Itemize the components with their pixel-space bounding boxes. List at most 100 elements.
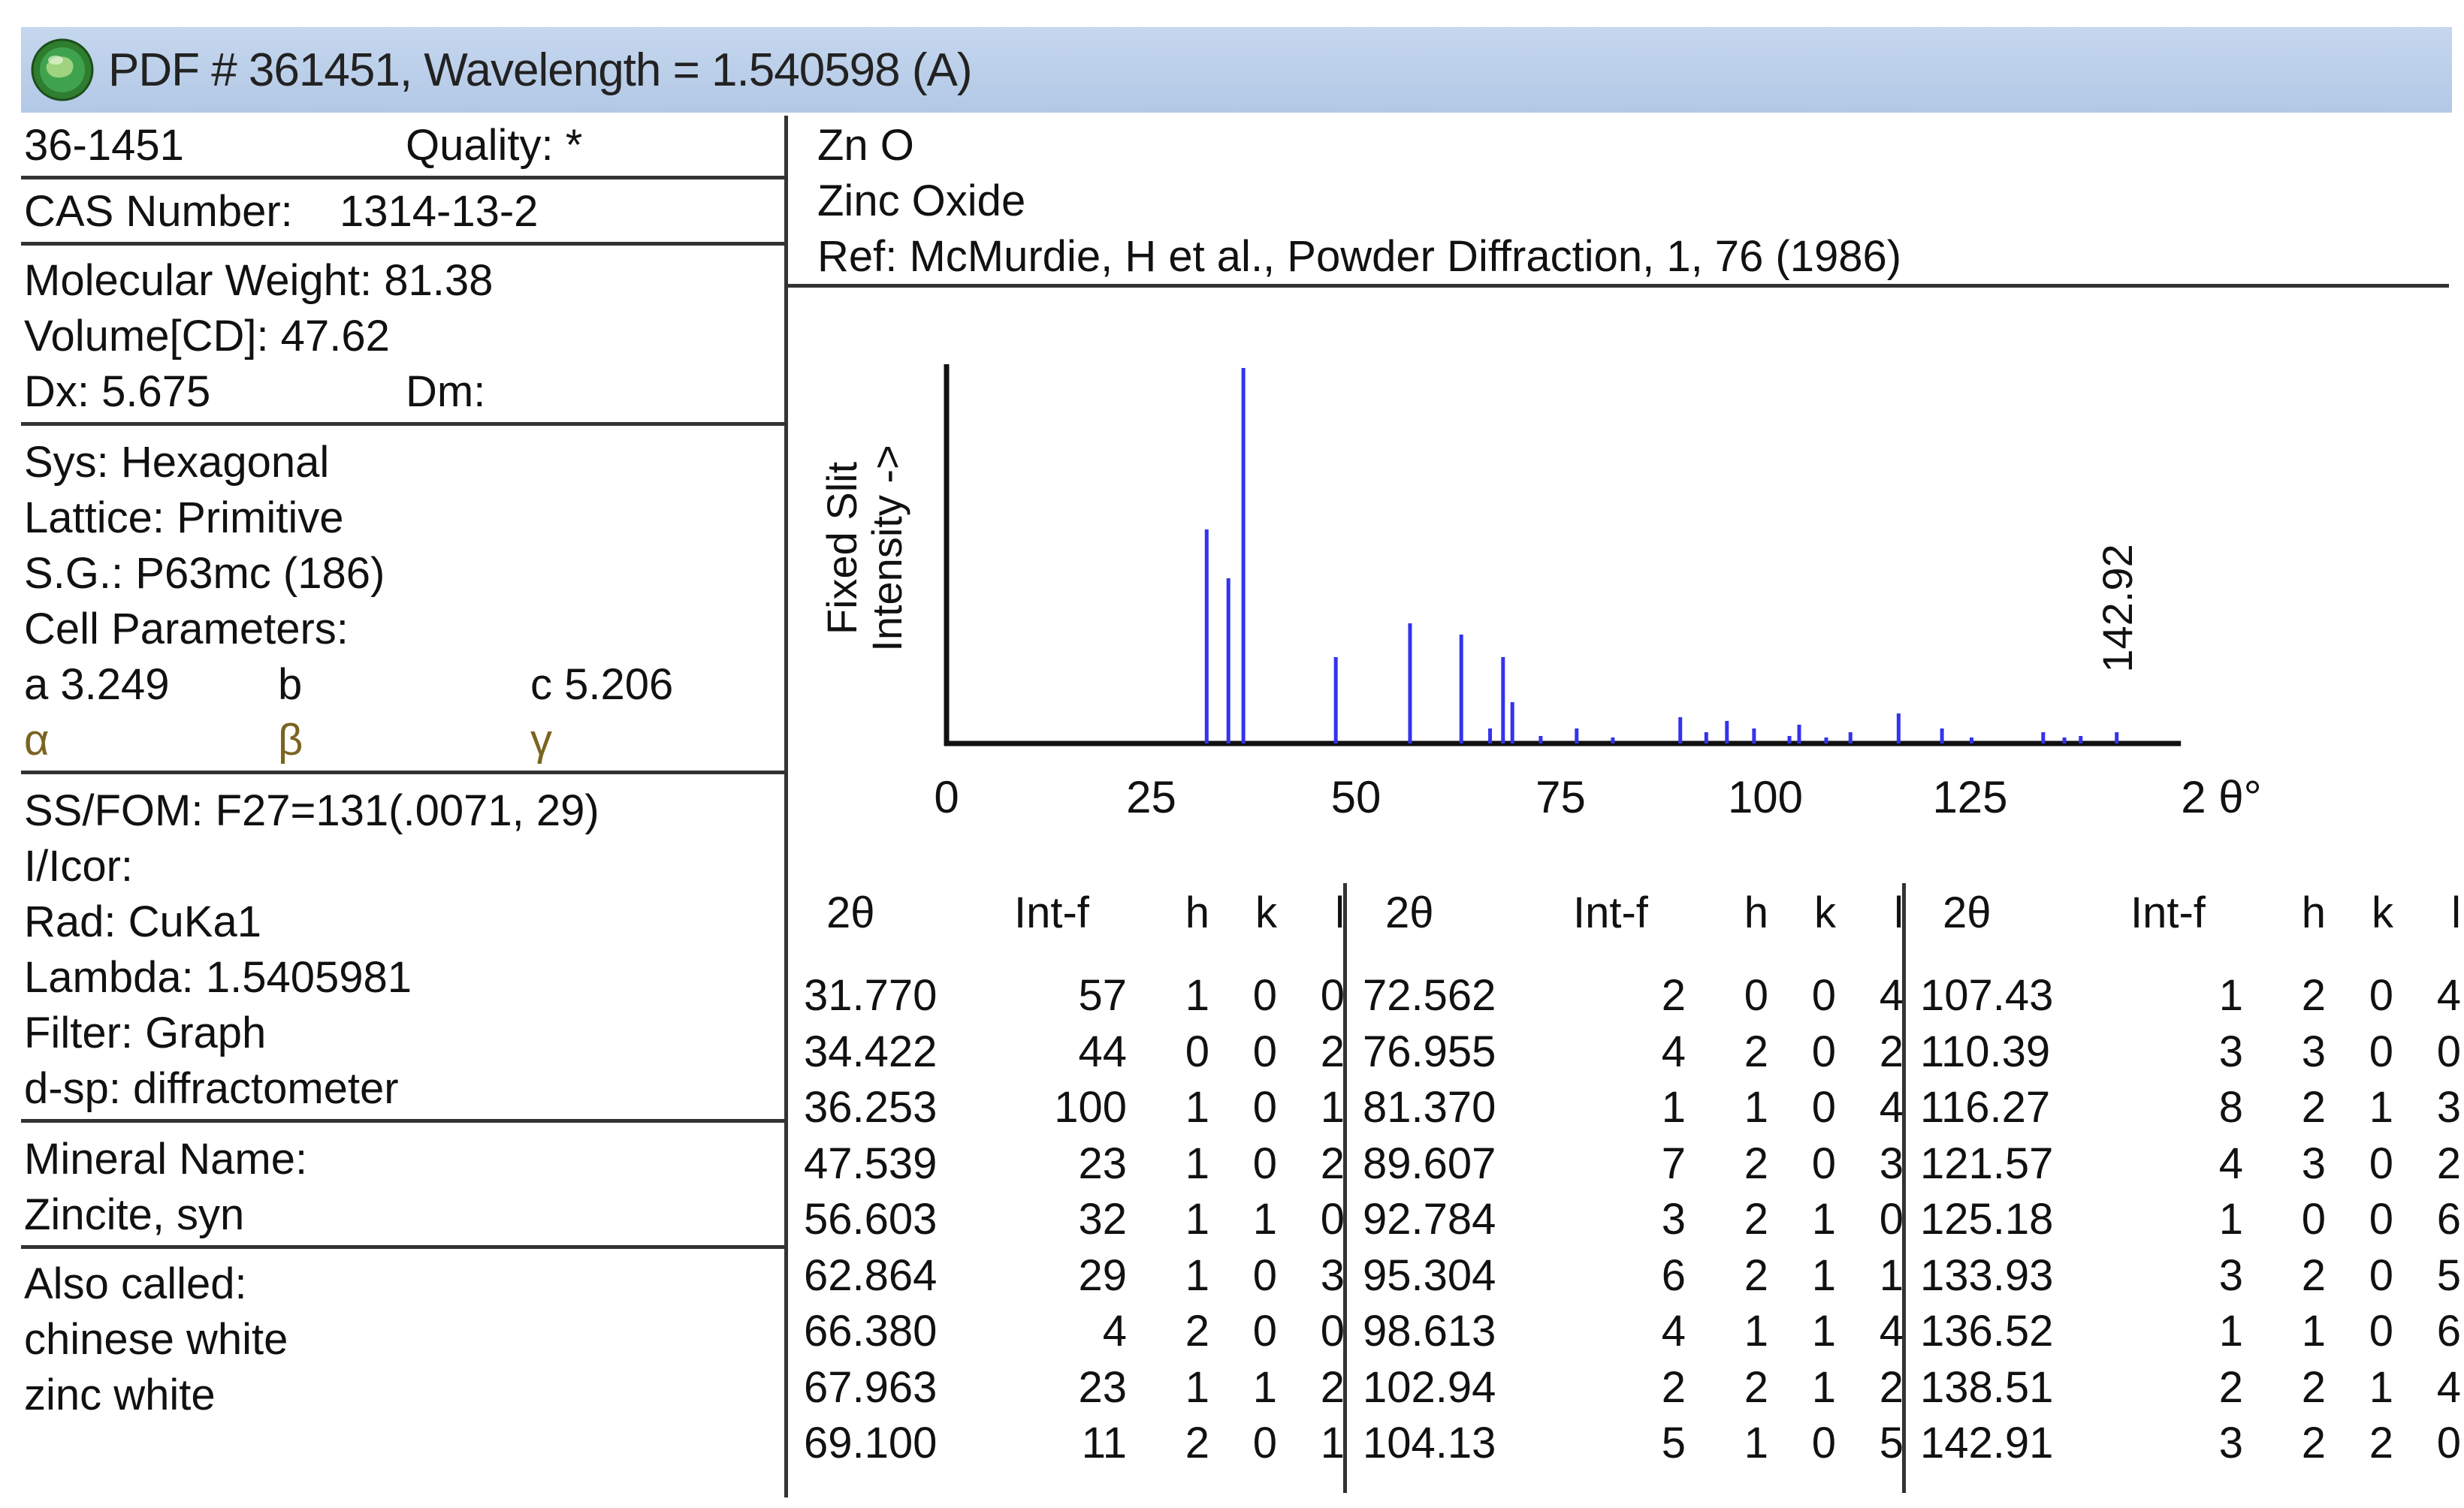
- table-cell: 2: [1879, 1362, 1904, 1412]
- table-cell: 1: [1879, 1250, 1904, 1300]
- table-cell: 1: [1252, 1362, 1277, 1412]
- table-header: k: [1814, 888, 1836, 937]
- table-column-divider: [1343, 883, 1347, 1493]
- table-cell: 1: [1811, 1195, 1836, 1244]
- table-column-divider: [1902, 883, 1906, 1493]
- table-cell: 4: [2436, 971, 2461, 1020]
- table-cell: 1: [2301, 1307, 2326, 1356]
- table-cell: 1: [1320, 1083, 1345, 1132]
- table-cell: 31.770: [804, 971, 938, 1020]
- table-cell: 4: [2436, 1362, 2461, 1412]
- table-cell: 2: [2301, 971, 2326, 1020]
- table-cell: 66.380: [804, 1307, 938, 1356]
- table-cell: 3: [2301, 1027, 2326, 1076]
- table-header: Int-f: [1573, 888, 1648, 937]
- panel-divider: [784, 116, 788, 1497]
- table-cell: 0: [1252, 971, 1277, 1020]
- table-cell: 2: [2436, 1139, 2461, 1188]
- table-header: l: [1335, 888, 1345, 937]
- cas-label: CAS Number:: [24, 187, 293, 236]
- cell-a: a 3.249: [24, 660, 170, 709]
- table-cell: 1: [1185, 1139, 1209, 1188]
- table-cell: 1: [2218, 1195, 2243, 1244]
- table-cell: 3: [1879, 1139, 1904, 1188]
- table-header: Int-f: [1014, 888, 1089, 937]
- table-cell: 47.539: [804, 1139, 938, 1188]
- molecular-weight: Molecular Weight: 81.38: [24, 256, 494, 305]
- table-cell: 3: [2301, 1139, 2326, 1188]
- table-cell: 1: [1661, 1083, 1686, 1132]
- table-cell: 2: [1320, 1139, 1345, 1188]
- table-header: k: [2372, 888, 2393, 937]
- dx: Dx: 5.675: [24, 367, 211, 416]
- table-cell: 0: [1879, 1195, 1904, 1244]
- crystal-system: Sys: Hexagonal: [24, 438, 330, 487]
- table-cell: 0: [2436, 1027, 2461, 1076]
- table-cell: 3: [2218, 1027, 2243, 1076]
- table-cell: 0: [1252, 1307, 1277, 1356]
- table-cell: 4: [2218, 1139, 2243, 1188]
- also-called-label: Also called:: [24, 1259, 247, 1308]
- table-cell: 0: [1811, 1419, 1836, 1467]
- table-cell: 69.100: [804, 1419, 938, 1467]
- table-cell: 6: [2436, 1195, 2461, 1244]
- mineral-name-label: Mineral Name:: [24, 1135, 308, 1184]
- table-cell: 67.963: [804, 1362, 938, 1412]
- table-cell: 0: [2436, 1419, 2461, 1467]
- table-cell: 2: [1320, 1362, 1345, 1412]
- table-cell: 0: [1811, 1027, 1836, 1076]
- table-cell: 72.562: [1363, 971, 1496, 1020]
- table-cell: 2: [1744, 1139, 1768, 1188]
- table-cell: 0: [1320, 1307, 1345, 1356]
- cell-alpha: α: [24, 716, 50, 765]
- table-cell: 3: [1661, 1195, 1686, 1244]
- table-cell: 2: [1744, 1027, 1768, 1076]
- table-cell: 0: [1252, 1139, 1277, 1188]
- table-cell: 0: [1320, 1195, 1345, 1244]
- table-cell: 1: [1811, 1362, 1836, 1412]
- table-cell: 11: [1081, 1419, 1127, 1467]
- table-cell: 4: [1879, 1083, 1904, 1132]
- cell-gamma: γ: [530, 716, 552, 765]
- table-cell: 6: [2436, 1307, 2461, 1356]
- table-cell: 8: [2218, 1083, 2243, 1132]
- table-cell: 1: [1185, 971, 1209, 1020]
- table-header: 2θ: [1943, 888, 1991, 937]
- table-cell: 1: [2369, 1083, 2393, 1132]
- window-titlebar[interactable]: PDF # 361451, Wavelength = 1.540598 (A): [21, 27, 2452, 113]
- table-cell: 0: [1811, 1083, 1836, 1132]
- table-cell: 92.784: [1363, 1195, 1496, 1244]
- table-cell: 29: [1078, 1250, 1127, 1300]
- table-cell: 1: [2218, 971, 2243, 1020]
- i-icor: I/Icor:: [24, 842, 134, 891]
- x-tick-label: 100: [1728, 772, 1803, 822]
- table-cell: 56.603: [804, 1195, 938, 1244]
- also-called-item: chinese white: [24, 1315, 288, 1364]
- table-cell: 23: [1078, 1362, 1127, 1412]
- table-header: l: [1894, 888, 1904, 937]
- table-cell: 4: [1102, 1307, 1127, 1356]
- table-cell: 2: [2301, 1362, 2326, 1412]
- table-cell: 1: [2369, 1362, 2393, 1412]
- mineral-name-value: Zincite, syn: [24, 1190, 245, 1239]
- table-cell: 4: [1661, 1307, 1686, 1356]
- table-cell: 4: [1661, 1027, 1686, 1076]
- table-cell: 1: [1811, 1250, 1836, 1300]
- x-axis-label: 2 θ°: [2181, 772, 2261, 822]
- table-cell: 3: [1320, 1250, 1345, 1300]
- divider: [21, 771, 786, 774]
- table-cell: 0: [1252, 1419, 1277, 1467]
- table-cell: 5: [1879, 1419, 1904, 1467]
- table-cell: 76.955: [1363, 1027, 1496, 1076]
- table-cell: 142.91: [1920, 1419, 2054, 1467]
- pdf-number: 36-1451: [24, 121, 184, 170]
- window-title: PDF # 361451, Wavelength = 1.540598 (A): [108, 44, 973, 96]
- table-cell: 2: [1320, 1027, 1345, 1076]
- table-header: Int-f: [2130, 888, 2206, 937]
- table-header: k: [1255, 888, 1277, 937]
- lattice: Lattice: Primitive: [24, 493, 344, 542]
- space-group: S.G.: P63mc (186): [24, 549, 385, 598]
- table-cell: 2: [1744, 1362, 1768, 1412]
- table-cell: 104.13: [1363, 1419, 1496, 1467]
